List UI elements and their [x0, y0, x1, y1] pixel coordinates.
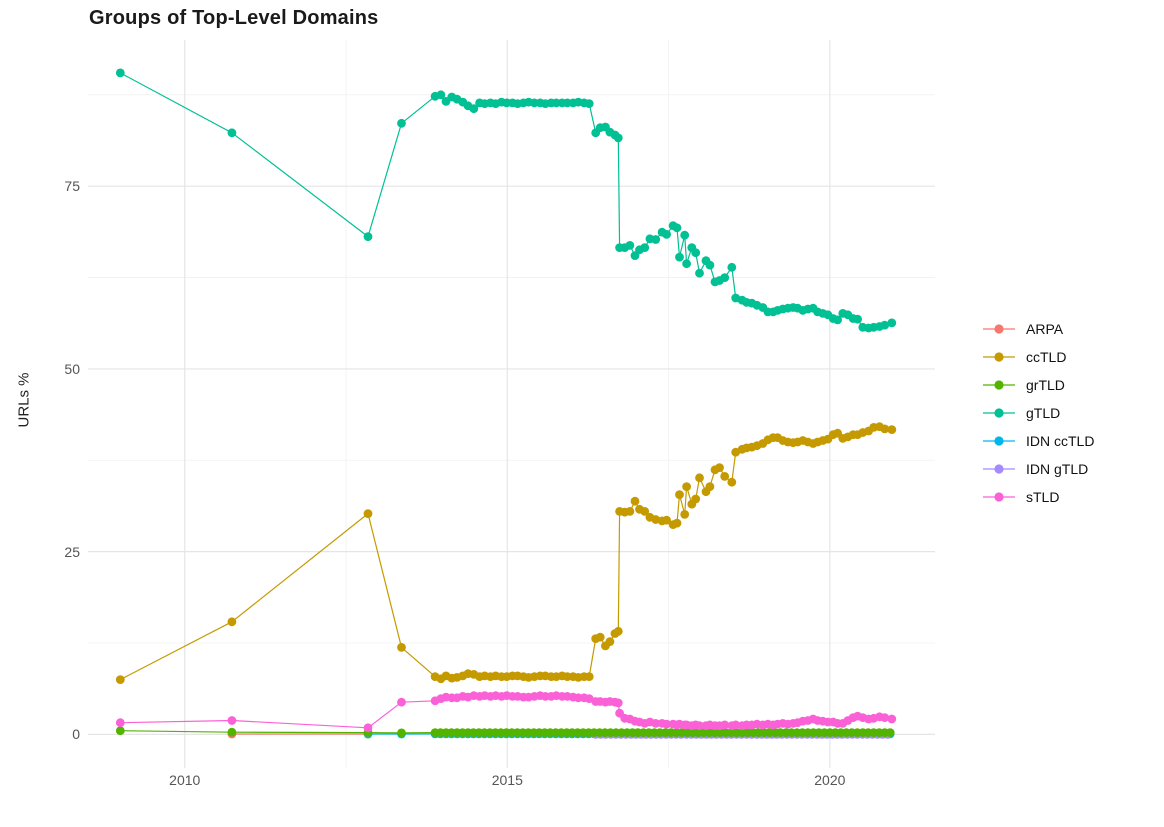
legend-label-idn-cctld: IDN ccTLD: [1026, 432, 1095, 449]
y-tick-75: 75: [64, 178, 80, 195]
series-line-cctld: [120, 426, 892, 681]
legend-label-idn-gtld: IDN gTLD: [1026, 460, 1089, 477]
legend-key-arpa-icon: [983, 323, 1015, 334]
legend-key-cctld-icon: [983, 351, 1015, 362]
x-tick-2020: 2020: [814, 772, 846, 788]
legend-item-idn-gtld: IDN gTLD: [982, 460, 1094, 477]
legend-label-grtld: grTLD: [1026, 376, 1065, 393]
legend-item-grtld: grTLD: [982, 376, 1094, 393]
chart-title: Groups of Top-Level Domains: [89, 7, 379, 29]
legend-item-idn-cctld: IDN ccTLD: [982, 432, 1094, 449]
legend-key-grtld-icon: [983, 379, 1015, 390]
series-points-grtld: [115, 726, 895, 738]
legend-key-idn-cctld-icon: [983, 435, 1015, 446]
series-points-stld: [115, 691, 897, 733]
x-tick-2010: 2010: [169, 772, 201, 788]
legend-item-stld: sTLD: [982, 488, 1094, 505]
series-points-cctld: [115, 422, 897, 684]
x-tick-2015: 2015: [491, 772, 523, 788]
series-points-gtld: [115, 68, 897, 333]
legend-label-stld: sTLD: [1026, 488, 1060, 505]
legend-key-stld-icon: [983, 491, 1015, 502]
y-tick-25: 25: [64, 543, 80, 560]
series-line-gtld: [120, 72, 892, 329]
legend-key-idn-gtld-icon: [983, 463, 1015, 474]
legend: ARPA ccTLD grTLD gTLD IDN ccTLD IDN gTLD…: [982, 320, 1094, 505]
legend-label-gtld: gTLD: [1026, 404, 1061, 421]
y-tick-50: 50: [64, 360, 80, 377]
y-axis-title: URLs %: [15, 372, 33, 428]
legend-item-gtld: gTLD: [982, 404, 1094, 421]
legend-label-arpa: ARPA: [1026, 320, 1064, 337]
legend-item-arpa: ARPA: [982, 320, 1094, 337]
legend-item-cctld: ccTLD: [982, 348, 1094, 365]
legend-key-gtld-icon: [983, 407, 1015, 418]
legend-label-cctld: ccTLD: [1026, 348, 1067, 365]
y-tick-0: 0: [72, 726, 80, 743]
